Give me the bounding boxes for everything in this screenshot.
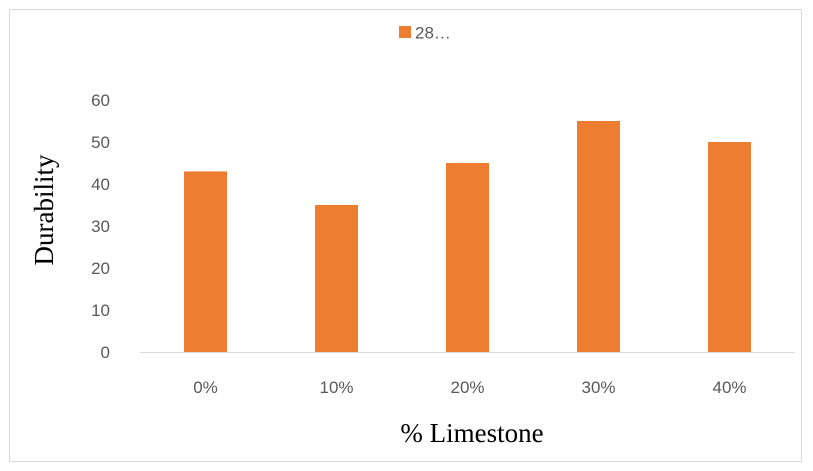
bar	[577, 121, 620, 352]
legend-swatch	[399, 26, 411, 38]
y-tick-label: 50	[91, 133, 110, 152]
legend-label: 28…	[415, 24, 451, 43]
y-axis-ticks: 0 10 20 30 40 50 60	[91, 91, 110, 362]
x-axis-ticks: 0% 10% 20% 30% 40%	[193, 378, 746, 397]
bar	[446, 163, 489, 352]
x-tick-label: 40%	[712, 378, 746, 397]
y-tick-label: 0	[101, 343, 110, 362]
bars	[184, 121, 751, 352]
y-axis-title: Durability	[29, 154, 59, 265]
bar	[315, 205, 358, 352]
chart-frame	[9, 9, 802, 462]
y-tick-label: 10	[91, 301, 110, 320]
x-axis-title: % Limestone	[400, 418, 543, 448]
legend: 28…	[399, 24, 451, 43]
y-tick-label: 20	[91, 259, 110, 278]
y-tick-label: 40	[91, 175, 110, 194]
y-tick-label: 60	[91, 91, 110, 110]
bar	[708, 142, 751, 352]
y-tick-label: 30	[91, 217, 110, 236]
x-tick-label: 30%	[581, 378, 615, 397]
x-tick-label: 0%	[193, 378, 218, 397]
x-tick-label: 10%	[319, 378, 353, 397]
bar	[184, 171, 227, 352]
x-tick-label: 20%	[450, 378, 484, 397]
